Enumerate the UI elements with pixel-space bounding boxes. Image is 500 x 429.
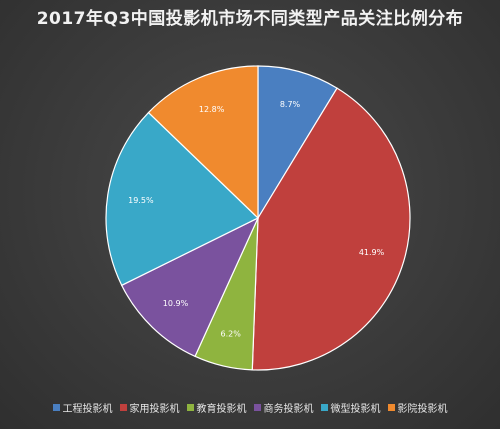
legend-item-5: 影院投影机 [387, 400, 448, 415]
slice-value-label-4: 19.5% [128, 196, 154, 205]
legend-item-2: 教育投影机 [186, 400, 247, 415]
legend-swatch-0 [52, 404, 60, 411]
legend-swatch-4 [320, 404, 328, 411]
legend-item-1: 家用投影机 [119, 400, 180, 415]
slice-value-label-5: 12.8% [199, 105, 225, 114]
legend-label-3: 商务投影机 [263, 404, 314, 415]
legend-swatch-5 [387, 404, 395, 411]
pie-slice-1 [251, 87, 411, 371]
slice-value-label-1: 41.9% [359, 248, 385, 257]
pie-slice-3 [120, 216, 260, 358]
legend-swatch-3 [253, 404, 261, 411]
pie-slice-4 [105, 111, 260, 287]
legend-item-4: 微型投影机 [320, 400, 381, 415]
legend-swatch-2 [186, 404, 194, 411]
slice-value-label-0: 8.7% [280, 100, 301, 109]
legend-item-0: 工程投影机 [52, 400, 113, 415]
legend-label-0: 工程投影机 [62, 404, 113, 415]
chart-title: 2017年Q3中国投影机市场不同类型产品关注比例分布 [36, 9, 464, 29]
legend-label-2: 教育投影机 [196, 404, 247, 415]
legend-label-1: 家用投影机 [129, 404, 180, 415]
legend-label-5: 影院投影机 [397, 404, 448, 415]
legend-swatch-1 [119, 404, 127, 411]
pie-slice-0 [257, 65, 338, 221]
legend-label-4: 微型投影机 [330, 404, 381, 415]
chart-legend: 工程投影机 家用投影机 教育投影机 商务投影机 微型投影机 影院投影机 [0, 400, 500, 415]
slice-value-label-3: 10.9% [163, 299, 189, 308]
pie-slice-5 [147, 65, 259, 220]
legend-item-3: 商务投影机 [253, 400, 314, 415]
slice-value-label-2: 6.2% [221, 329, 242, 338]
